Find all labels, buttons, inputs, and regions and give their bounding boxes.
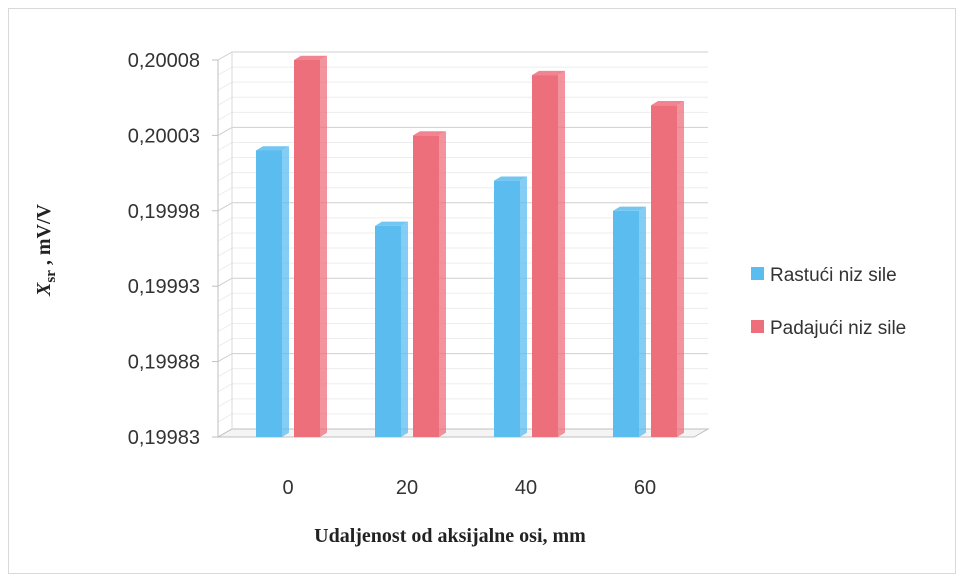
x-tick-label: 40: [515, 477, 537, 499]
bar-front: [494, 180, 520, 437]
x-tick-label: 20: [396, 477, 418, 499]
bar-padajuci-0: [294, 55, 327, 438]
gridline-minor: [217, 66, 708, 76]
bar-rastuci-60: [613, 206, 646, 437]
y-tick-labels: 0,19983 0,19988 0,19993 0,19998 0,20003 0,200…: [128, 50, 200, 449]
y-axis-title-rest: , mV/V: [33, 203, 55, 270]
bar-top: [532, 70, 565, 76]
y-axis-title: Xsr , mV/V: [33, 203, 59, 297]
bar-padajuci-60: [651, 101, 684, 438]
bar-front: [532, 75, 558, 437]
bar-padajuci-20: [413, 131, 446, 437]
bar-front: [613, 210, 639, 437]
bar-padajuci-40: [532, 70, 565, 437]
legend-swatch-rastuci: [751, 267, 764, 280]
legend-swatch-padajuci: [751, 320, 764, 333]
gridline-minor: [217, 172, 708, 182]
bar-top: [613, 206, 646, 211]
y-tick-label: 0,19993: [128, 276, 200, 298]
bar-side: [520, 176, 527, 437]
gridline-minor: [217, 141, 708, 151]
bar-rastuci-40: [494, 176, 527, 437]
bar-top: [413, 131, 446, 136]
bar-side: [639, 206, 646, 437]
gridline-minor: [217, 187, 708, 197]
bar-side: [558, 70, 565, 437]
x-axis-title: Udaljenost od aksijalne osi, mm: [314, 525, 586, 547]
bar-front: [413, 135, 439, 437]
bar-top: [294, 55, 327, 60]
bar-top: [651, 101, 684, 106]
y-tick-label: 0,19983: [128, 427, 200, 449]
y-axis-title-sub: sr: [43, 270, 59, 283]
legend-label-rastuci: Rastući niz sile: [770, 265, 897, 286]
gridline-major: [217, 126, 708, 136]
bar-rastuci-20: [375, 221, 408, 437]
bar-top: [494, 176, 527, 181]
bar-side: [320, 55, 327, 438]
chart-frame: [8, 8, 956, 574]
bar-front: [651, 105, 677, 438]
bar-side: [282, 146, 289, 437]
bar-front: [294, 60, 320, 437]
bar-front: [375, 225, 401, 437]
bar-side: [401, 221, 408, 437]
gridline-minor: [217, 81, 708, 91]
bar-side: [677, 101, 684, 437]
gridline-major: [217, 51, 708, 61]
bar-side: [439, 131, 446, 437]
y-tick-label: 0,20003: [128, 125, 200, 147]
bar-top: [375, 221, 408, 226]
bar-top: [256, 146, 289, 151]
y-tick-label: 0,19998: [128, 201, 200, 223]
x-tick-label: 0: [282, 477, 293, 499]
gridline-minor: [217, 111, 708, 121]
y-tick-label: 0,20008: [128, 50, 200, 72]
gridline-minor: [217, 157, 708, 166]
gridline-minor: [217, 96, 708, 106]
legend-label-padajuci: Padajući niz sile: [770, 318, 906, 339]
bars: [256, 55, 684, 438]
legend: Rastući niz sile Padajući niz sile: [751, 265, 906, 339]
x-tick-labels: 0 20 40 60: [282, 477, 656, 499]
x-tick-label: 60: [634, 477, 656, 499]
bar-rastuci-0: [256, 146, 289, 438]
bar-front: [256, 150, 282, 438]
y-axis-title-main: X: [33, 282, 55, 297]
y-tick-label: 0,19988: [128, 352, 200, 374]
